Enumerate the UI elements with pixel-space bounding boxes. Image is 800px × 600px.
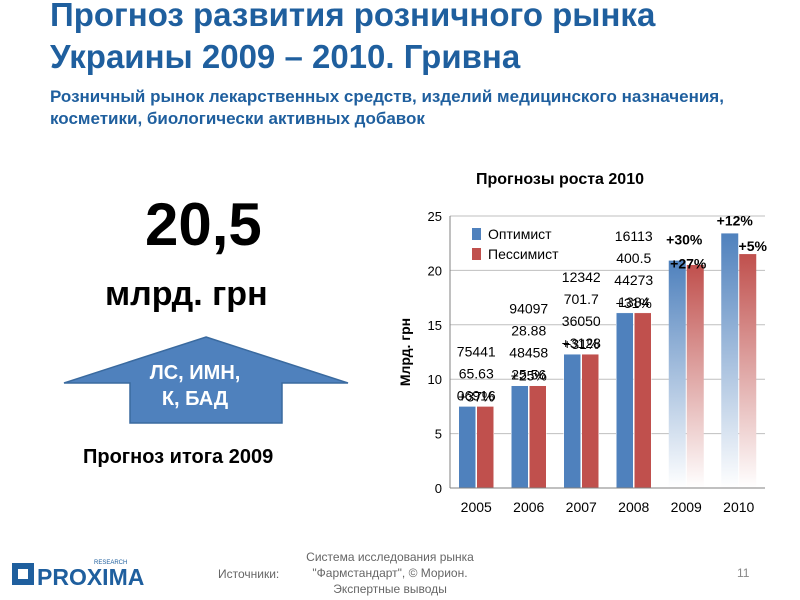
growth-label: +5% [739,238,768,254]
growth-label: +27% [670,256,707,272]
y-tick-label: 10 [428,372,442,387]
growth-forecast-chart: Прогнозы роста 2010 0 5 10 15 20 25 Млрд. грн 20… [397,171,768,515]
data-label: 94097 [509,301,548,317]
y-tick-label: 0 [435,481,442,496]
y-tick-label: 15 [428,318,442,333]
data-label: 36050 [562,313,601,329]
data-label: 28.88 [511,323,546,339]
arrow-label-line2: К, БАД [161,388,229,410]
x-tick-label: 2009 [671,499,702,515]
data-label: 44273 [614,272,653,288]
data-label: 25.56 [511,367,546,383]
bar-optimist-2007 [563,353,581,489]
forecast-unit: млрд. грн [105,275,268,313]
x-tick-label: 2008 [618,499,649,515]
growth-label: +31% [563,336,599,352]
x-tick-label: 2006 [513,499,544,515]
y-tick-label: 20 [428,263,442,278]
data-label: 06916 [457,387,496,403]
legend-swatch-pessimist [472,248,481,260]
legend-label: Оптимист [488,226,552,242]
growth-label: +12% [717,212,754,228]
data-label: 75441 [457,343,496,359]
growth-label: +37% [458,388,494,404]
forecast-value: 20,5 [145,191,262,258]
bar-pessimist-2006 [529,385,547,489]
bar-optimist-2010 [721,233,739,488]
page-title: Прогноз развития розничного рынка Украин… [50,0,656,75]
data-label: 48458 [509,345,548,361]
page-subtitle: Розничный рынок лекарственных средств, и… [50,87,724,128]
page-number: 11 [737,566,750,580]
data-label: 400.5 [616,250,651,266]
proxima-logo: RESEARCH PROXIMA [12,560,144,589]
y-tick-label: 25 [428,209,442,224]
x-tick-label: 2010 [723,499,754,515]
growth-label: +30% [666,231,703,247]
bar-optimist-2006 [511,385,529,489]
arrow-label: ЛС, ИМН, К, БАД [135,360,255,412]
data-label: 701.7 [564,291,599,307]
up-arrow-shape [63,336,349,424]
sources-line1: Система исследования рынка [306,550,474,564]
legend-label: Пессимист [488,246,559,262]
sources-line3: Экспертные выводы [333,582,447,596]
bar-optimist-2005 [458,406,476,489]
arrow-label-line1: ЛС, ИМН, [149,362,241,384]
data-label: 16113 [615,228,653,244]
y-tick-label: 5 [435,427,442,442]
logo-small-text: RESEARCH [94,560,127,566]
bar-pessimist-2008 [634,312,652,489]
bar-optimist-2008 [616,312,634,489]
growth-label: +25% [511,368,547,384]
x-tick-label: 2005 [461,499,492,515]
y-axis-label: Млрд. грн [397,318,413,386]
x-tick-label: 2007 [566,499,597,515]
sources-label: Источники: [218,567,280,581]
logo-text: PROXIMA [37,564,144,589]
forecast-label: Прогноз итога 2009 [83,446,274,468]
data-label: 65.63 [459,365,494,381]
sources-line2: "Фармстандарт", © Морион. [312,566,468,580]
bar-pessimist-2005 [476,406,494,489]
data-label: +3128 [562,335,602,351]
bar-pessimist-2009 [686,264,704,488]
legend-swatch-optimist [472,228,481,240]
chart-title: Прогнозы роста 2010 [476,171,644,188]
data-label: 12342 [562,269,601,285]
growth-label: +31% [616,295,652,311]
sources-text: Система исследования рынка "Фармстандарт… [290,549,490,597]
bar-optimist-2009 [668,260,686,488]
bar-pessimist-2007 [581,353,599,489]
bar-pessimist-2010 [739,254,757,488]
data-label: 1384 [618,294,649,310]
